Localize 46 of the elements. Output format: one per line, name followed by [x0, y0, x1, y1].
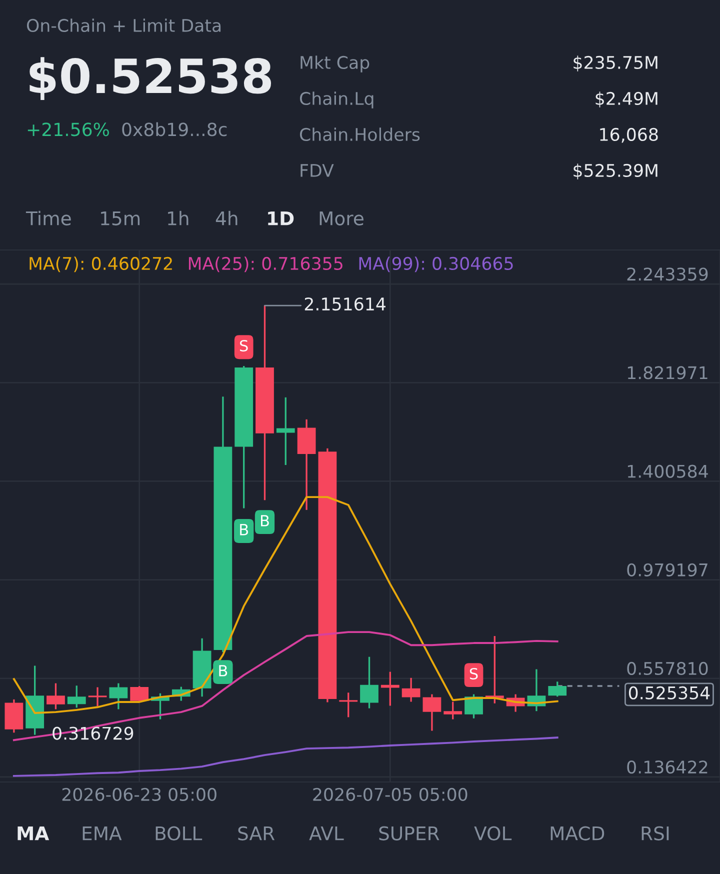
text: FDV [300, 164, 334, 177]
text: MA(7): 0.460272 [30, 256, 172, 272]
y-tick-label: 0.979197 [627, 563, 708, 576]
text: MA(25): 0.716355 [188, 256, 342, 272]
annotation: B [240, 524, 248, 536]
text: MA [18, 826, 50, 840]
annotation: 2.151614 [304, 297, 386, 311]
text: VOL [474, 826, 512, 840]
text: 1D [268, 212, 294, 226]
text: RSI [642, 826, 669, 840]
text: 16,068 [600, 128, 658, 143]
text: MACD [550, 826, 604, 840]
y-tick-label: 1.821971 [628, 366, 708, 380]
chart-subtitle: +21.56% [28, 122, 109, 136]
text: Chain.Holders [300, 128, 420, 142]
annotation: B [261, 515, 269, 526]
text: On-Chain + Limit Data [26, 18, 221, 32]
ref-line-label: 0.525354 [628, 686, 710, 700]
text: SAR [238, 826, 275, 840]
text: BOLL [156, 826, 202, 840]
text: $235.75M [574, 56, 658, 72]
annotation: S [470, 668, 478, 680]
text: Time [26, 210, 71, 226]
x-tick-label: 2026-07-05 05:00 [313, 788, 468, 801]
text: Chain.Lq [300, 92, 374, 108]
text: 0x8b19...8c [122, 122, 227, 136]
y-tick-label: 0.136422 [627, 760, 708, 774]
y-tick-label: 2.243359 [627, 268, 708, 281]
annotation: 0.316729 [52, 726, 134, 740]
chart-title: $0.52538 [30, 57, 272, 100]
annotation: B [219, 665, 228, 676]
text: More [320, 212, 364, 226]
text: $525.39M [574, 164, 658, 180]
text: EMA [82, 826, 122, 840]
text: AVL [309, 826, 344, 840]
text: Mkt Cap [300, 56, 370, 72]
text: 15m [101, 212, 140, 226]
x-tick-label: 2026-06-23 05:00 [62, 788, 216, 801]
text: 4h [216, 210, 238, 226]
text: $2.49M [596, 92, 658, 108]
y-tick-label: 0.557810 [627, 662, 708, 676]
text: 1h [168, 210, 188, 226]
text: SUPER [379, 826, 440, 840]
annotation: S [240, 340, 248, 352]
text: MA(99): 0.304665 [359, 256, 513, 272]
y-tick-label: 1.400584 [628, 464, 708, 478]
